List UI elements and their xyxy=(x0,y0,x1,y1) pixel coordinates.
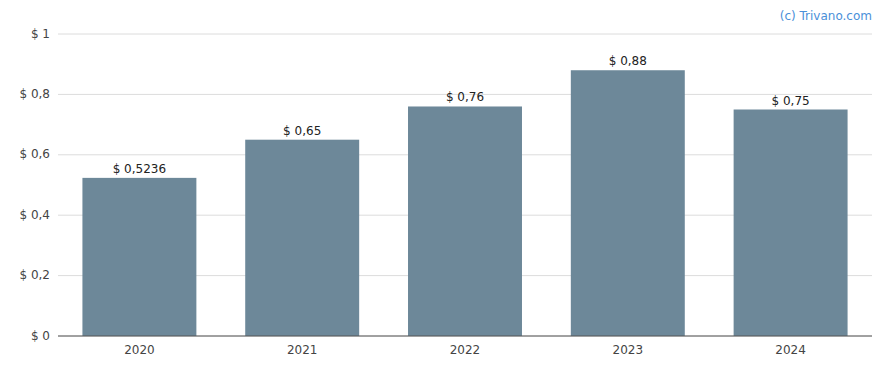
data-label: $ 0,76 xyxy=(446,90,484,104)
bars xyxy=(82,70,847,336)
bar xyxy=(734,110,848,337)
data-label: $ 0,75 xyxy=(772,94,810,108)
bar xyxy=(571,70,685,336)
y-tick-label: $ 0,2 xyxy=(19,268,50,282)
x-tick-label: 2022 xyxy=(450,343,481,357)
data-label: $ 0,5236 xyxy=(113,162,166,176)
bar xyxy=(245,140,359,336)
x-tick-label: 2023 xyxy=(613,343,644,357)
y-tick-label: $ 0 xyxy=(31,329,50,343)
grid-line xyxy=(58,34,872,35)
x-tick-label: 2024 xyxy=(775,343,806,357)
data-label: $ 0,88 xyxy=(609,54,647,68)
y-tick-label: $ 1 xyxy=(31,27,50,41)
chart: $ 0 $ 0,2 $ 0,4 $ 0,6 $ 0,8 $ 1 $ 0,5236 $ 0,65… xyxy=(0,0,888,370)
bar xyxy=(82,178,196,336)
watermark: (c) Trivano.com xyxy=(780,9,872,23)
x-tick-label: 2021 xyxy=(287,343,318,357)
y-tick-label: $ 0,6 xyxy=(19,147,50,161)
grid-line xyxy=(58,336,872,337)
bar xyxy=(408,106,522,336)
grid xyxy=(58,34,872,336)
data-label: $ 0,65 xyxy=(283,124,321,138)
x-tick-label: 2020 xyxy=(124,343,155,357)
y-tick-label: $ 0,8 xyxy=(19,87,50,101)
x-axis-line xyxy=(58,336,872,337)
y-tick-label: $ 0,4 xyxy=(19,208,50,222)
